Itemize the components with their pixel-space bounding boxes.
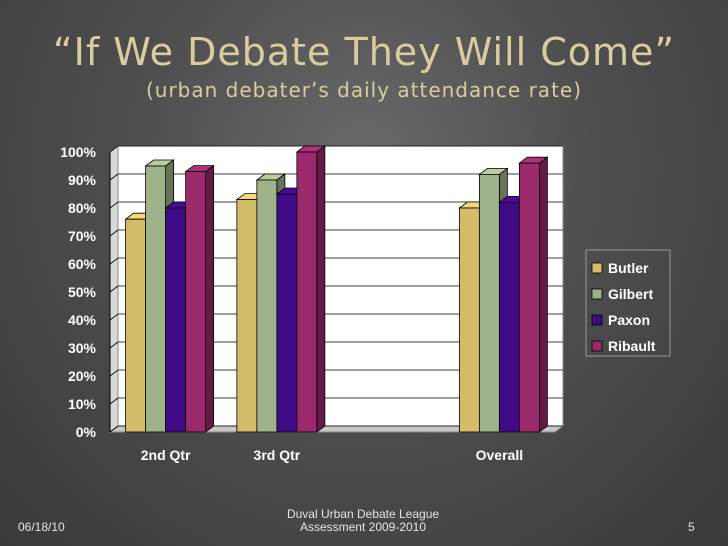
slide-subtitle: (urban debater’s daily attendance rate) <box>145 78 583 102</box>
bar-ribault <box>518 162 540 433</box>
bar-side <box>538 156 548 433</box>
gridline-side <box>109 341 119 349</box>
gridline-side <box>109 369 119 377</box>
legend-swatch-gilbert <box>591 288 603 300</box>
gridline-side <box>109 229 119 237</box>
bar-butler <box>236 199 258 433</box>
legend-label: Paxon <box>608 312 650 328</box>
bar-paxon <box>165 207 187 433</box>
legend-swatch-ribault <box>591 340 603 352</box>
x-tick-label: 3rd Qtr <box>254 447 301 463</box>
y-tick-label: 80% <box>68 200 97 216</box>
page-number: 5 <box>688 520 695 534</box>
bar-ribault <box>185 171 207 433</box>
y-tick-label: 50% <box>68 284 97 300</box>
y-tick-label: 70% <box>68 228 97 244</box>
y-tick-label: 20% <box>68 368 97 384</box>
legend-swatch-paxon <box>591 314 603 326</box>
y-tick-label: 60% <box>68 256 97 272</box>
bar-side <box>316 145 326 433</box>
bar-gilbert <box>256 179 278 433</box>
footer-source: Duval Urban Debate League Assessment 200… <box>258 508 468 534</box>
legend-label: Gilbert <box>608 286 653 302</box>
y-tick-label: 100% <box>60 144 96 160</box>
bar-side <box>205 164 215 433</box>
y-tick-label: 0% <box>76 424 97 440</box>
legend-label: Butler <box>608 260 649 276</box>
bar-ribault <box>296 151 318 433</box>
y-tick-label: 40% <box>68 312 97 328</box>
gridline-side <box>109 313 119 321</box>
x-tick-label: Overall <box>476 447 523 463</box>
bar-butler <box>125 218 147 433</box>
gridline-side <box>109 145 119 153</box>
bar-paxon <box>498 201 520 433</box>
footer-date: 06/18/10 <box>18 520 65 534</box>
gridline-side <box>109 425 119 433</box>
legend-label: Ribault <box>608 338 656 354</box>
y-tick-label: 10% <box>68 396 97 412</box>
x-tick-label: 2nd Qtr <box>141 447 191 463</box>
gridline-side <box>109 397 119 405</box>
y-tick-label: 30% <box>68 340 97 356</box>
legend-swatch-butler <box>591 262 603 274</box>
bar-paxon <box>276 193 298 433</box>
gridline-side <box>109 285 119 293</box>
footer-source-line2: Assessment 2009-2010 <box>299 520 427 534</box>
legend-box <box>585 249 671 357</box>
gridline-side <box>109 201 119 209</box>
gridline-side <box>109 257 119 265</box>
slide-title: “If We Debate They Will Come” <box>52 30 676 74</box>
footer-source-line1: Duval Urban Debate League <box>286 507 440 521</box>
bar-butler <box>458 207 480 433</box>
gridline-side <box>109 173 119 181</box>
bar-gilbert <box>478 173 500 433</box>
bar-gilbert <box>145 165 167 433</box>
y-tick-label: 90% <box>68 172 97 188</box>
